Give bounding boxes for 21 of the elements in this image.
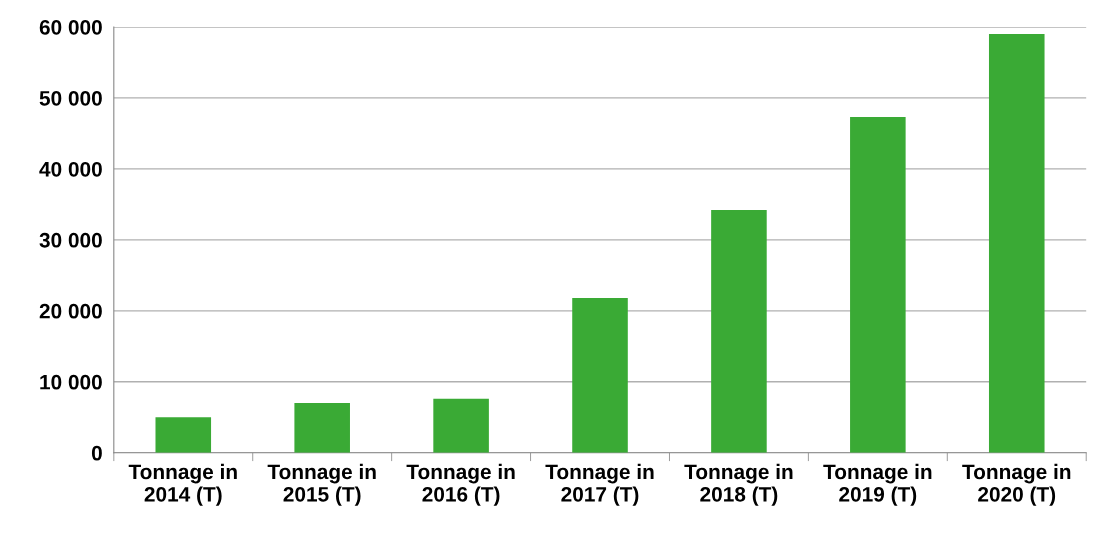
x-tick-label: Tonnage in 2020 (T)	[962, 463, 1071, 506]
bar	[850, 117, 906, 453]
y-tick-label: 10 000	[40, 374, 102, 390]
bar	[294, 403, 350, 453]
x-tick-label: Tonnage in 2017 (T)	[545, 463, 654, 506]
bar	[155, 417, 212, 453]
x-tick-label: Tonnage in 2015 (T)	[267, 463, 376, 506]
y-tick-label: 60 000	[39, 19, 102, 35]
x-tick-label: Tonnage in 2019 (T)	[823, 463, 932, 506]
y-tick-label: 30 000	[39, 232, 102, 248]
x-tick-label: Tonnage in 2018 (T)	[684, 463, 793, 506]
bar	[988, 34, 1045, 453]
bar	[572, 298, 628, 453]
y-tick-label: 40 000	[39, 161, 102, 177]
y-tick-label: 0	[91, 445, 102, 461]
x-tick-label: Tonnage in 2014 (T)	[128, 463, 237, 506]
y-tick-label: 50 000	[39, 90, 102, 106]
bar	[711, 210, 767, 453]
y-tick-label: 20 000	[39, 303, 102, 319]
bar	[433, 398, 489, 453]
x-tick-label: Tonnage in 2016 (T)	[406, 463, 515, 506]
